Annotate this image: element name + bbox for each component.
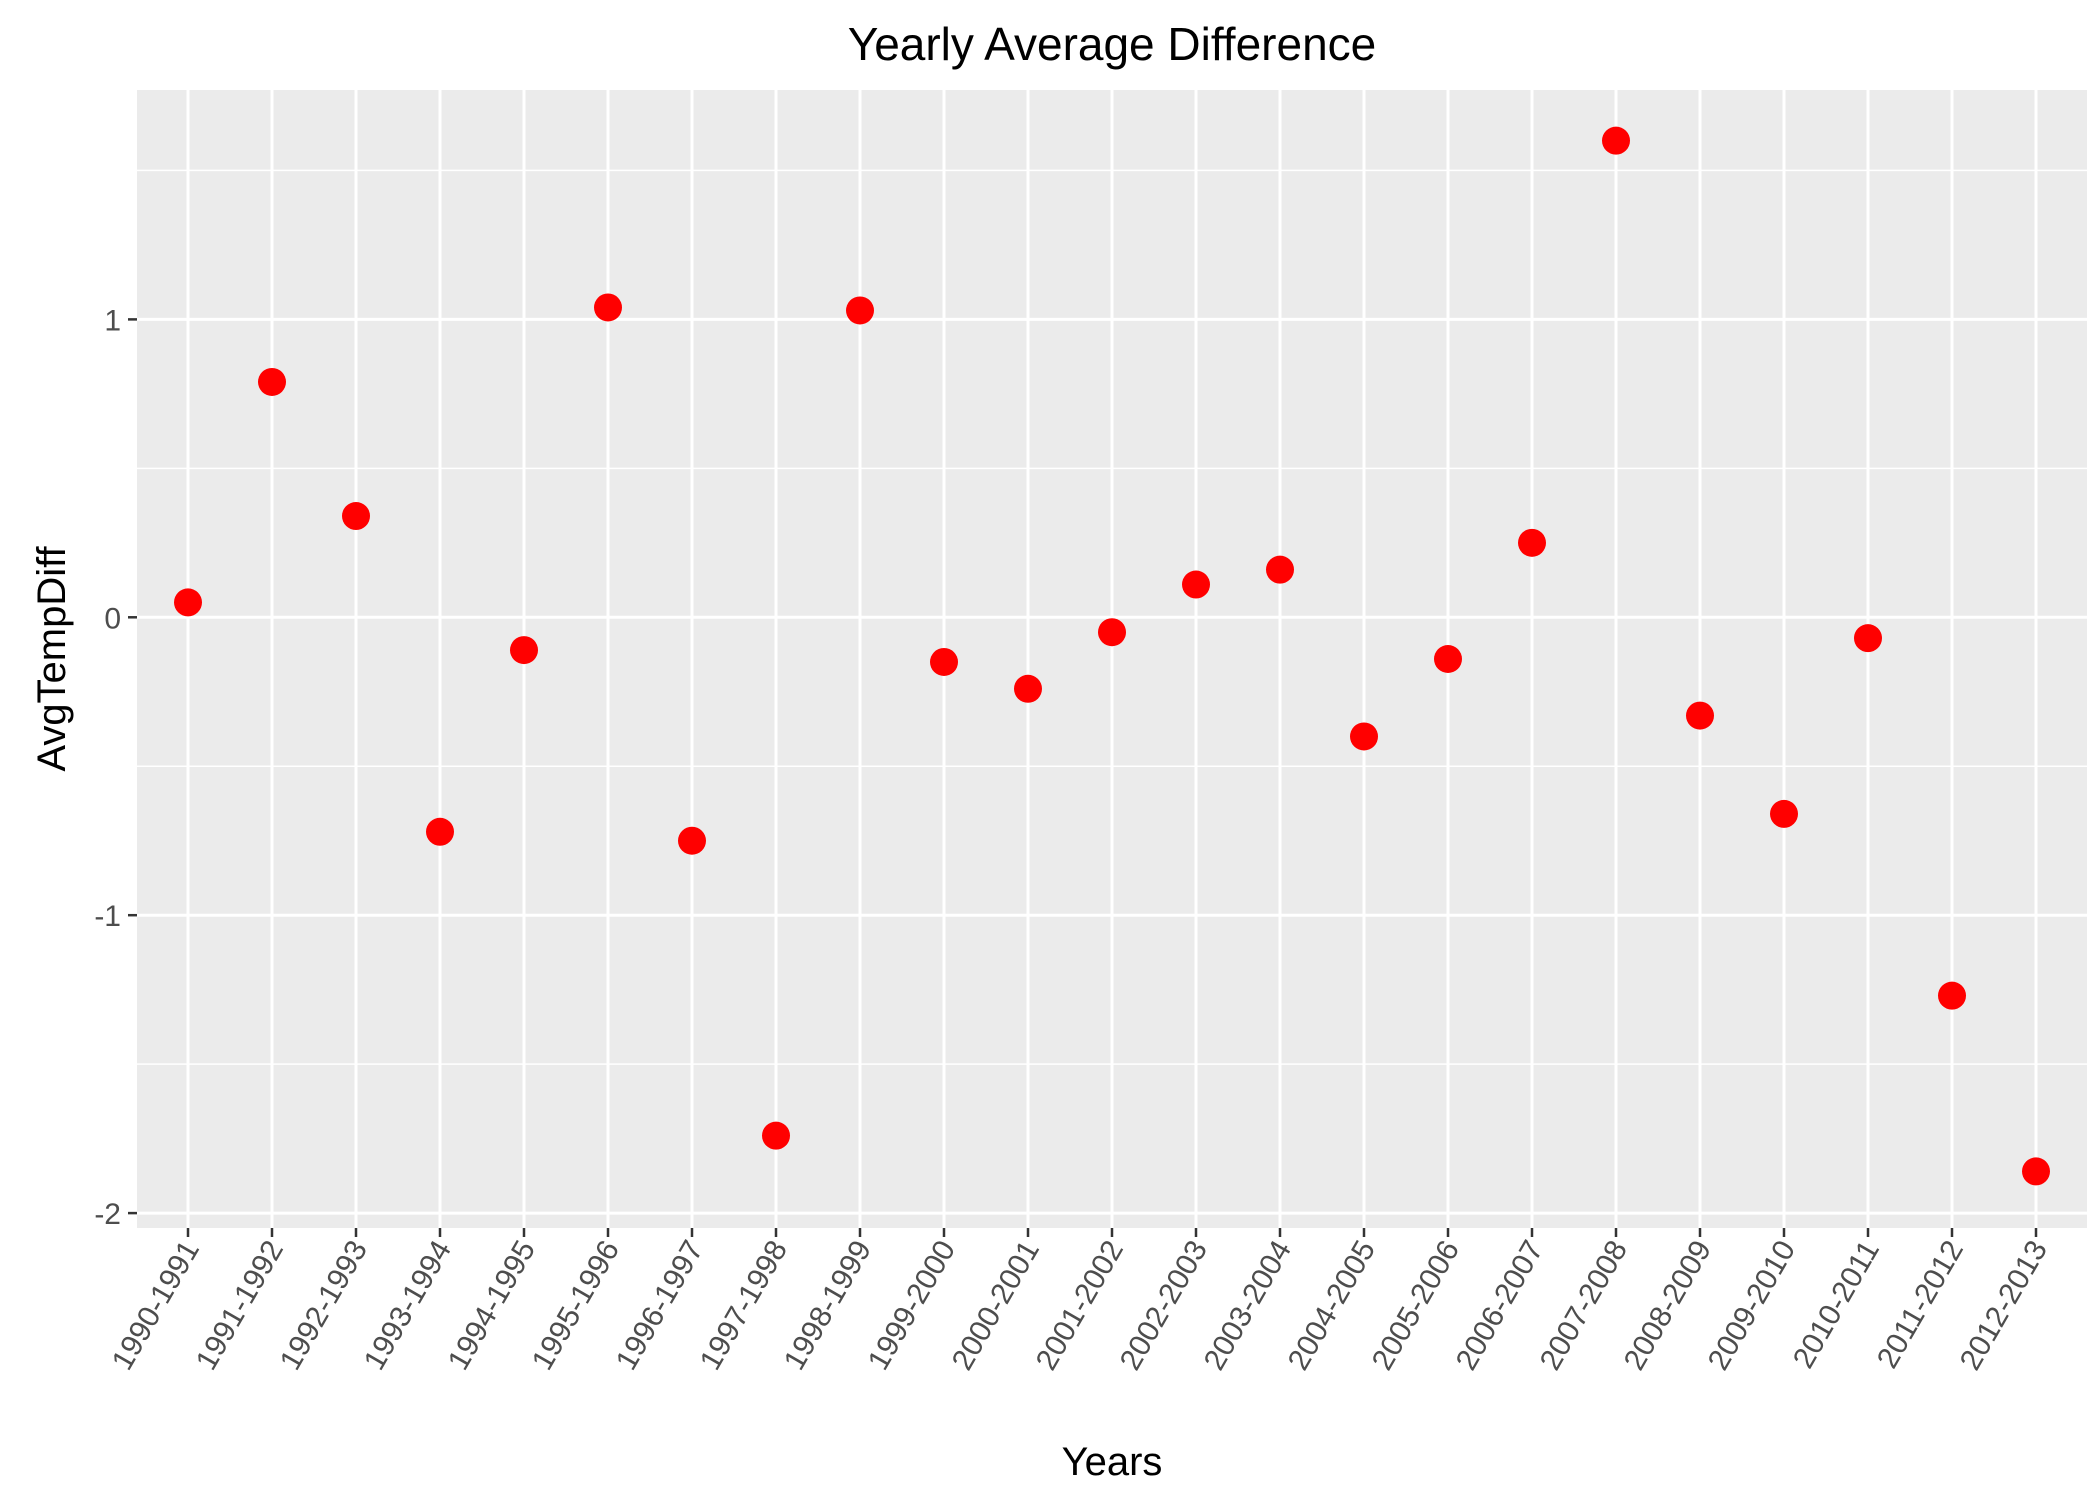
x-tick-label: 2004-2005 (1282, 1235, 1382, 1376)
y-tick-label: 0 (104, 602, 121, 635)
x-tick-label: 1995-1996 (526, 1235, 626, 1376)
data-point (1602, 126, 1630, 155)
data-point (762, 1121, 790, 1150)
data-point (1098, 618, 1126, 647)
x-tick-label: 1993-1994 (358, 1235, 458, 1376)
x-tick-label: 2011-2012 (1871, 1235, 1970, 1374)
x-tick-label: 2003-2004 (1198, 1235, 1298, 1376)
data-point (1182, 570, 1210, 599)
data-point (1518, 528, 1546, 557)
data-point (1938, 981, 1966, 1010)
x-tick-label: 2008-2009 (1618, 1235, 1718, 1376)
y-tick-label: -1 (94, 900, 121, 933)
x-tick-label: 1991-1992 (190, 1235, 290, 1376)
x-axis-label: Years (1062, 1440, 1163, 1484)
data-point (930, 647, 958, 676)
x-tick-label: 1996-1997 (610, 1235, 710, 1376)
x-tick-label: 2009-2010 (1702, 1235, 1802, 1376)
x-tick-label: 2010-2011 (1787, 1235, 1886, 1374)
data-point (1770, 799, 1798, 828)
data-point (258, 367, 286, 396)
data-point (1014, 674, 1042, 703)
x-tick-label: 2007-2008 (1534, 1235, 1634, 1376)
x-tick-label: 2002-2003 (1114, 1235, 1214, 1376)
data-point (678, 826, 706, 855)
y-axis-label: AvgTempDiff (30, 545, 74, 771)
data-point (1686, 701, 1714, 730)
x-tick-label: 1999-2000 (862, 1235, 962, 1376)
data-point (2022, 1157, 2050, 1186)
data-point (426, 817, 454, 846)
y-tick-label: -2 (94, 1198, 121, 1231)
y-tick-label: 1 (104, 304, 121, 337)
x-tick-label: 1998-1999 (778, 1235, 878, 1376)
data-point (594, 293, 622, 322)
data-point (1854, 624, 1882, 653)
x-tick-label: 1990-1991 (106, 1235, 206, 1376)
x-tick-label: 1994-1995 (442, 1235, 542, 1376)
x-tick-label: 2005-2006 (1366, 1235, 1466, 1376)
data-point (1266, 555, 1294, 584)
x-tick-label: 1992-1993 (274, 1235, 374, 1376)
data-point (174, 588, 202, 617)
x-axis: 1990-19911991-19921992-19931993-19941994… (106, 1228, 2054, 1376)
x-tick-label: 2006-2007 (1450, 1235, 1550, 1376)
data-points (174, 126, 2050, 1186)
data-point (1434, 645, 1462, 673)
y-axis: -2 -1 0 1 (94, 304, 137, 1231)
x-tick-label: 2012-2013 (1954, 1235, 2054, 1376)
data-point (342, 502, 370, 531)
x-tick-label: 1997-1998 (694, 1235, 794, 1376)
major-gridlines (137, 90, 2087, 1228)
x-tick-label: 2001-2002 (1030, 1235, 1130, 1376)
chart-title: Yearly Average Difference (848, 18, 1377, 70)
data-point (1350, 722, 1378, 751)
x-tick-label: 2000-2001 (946, 1235, 1046, 1376)
data-point (846, 296, 874, 325)
data-point (510, 636, 538, 665)
